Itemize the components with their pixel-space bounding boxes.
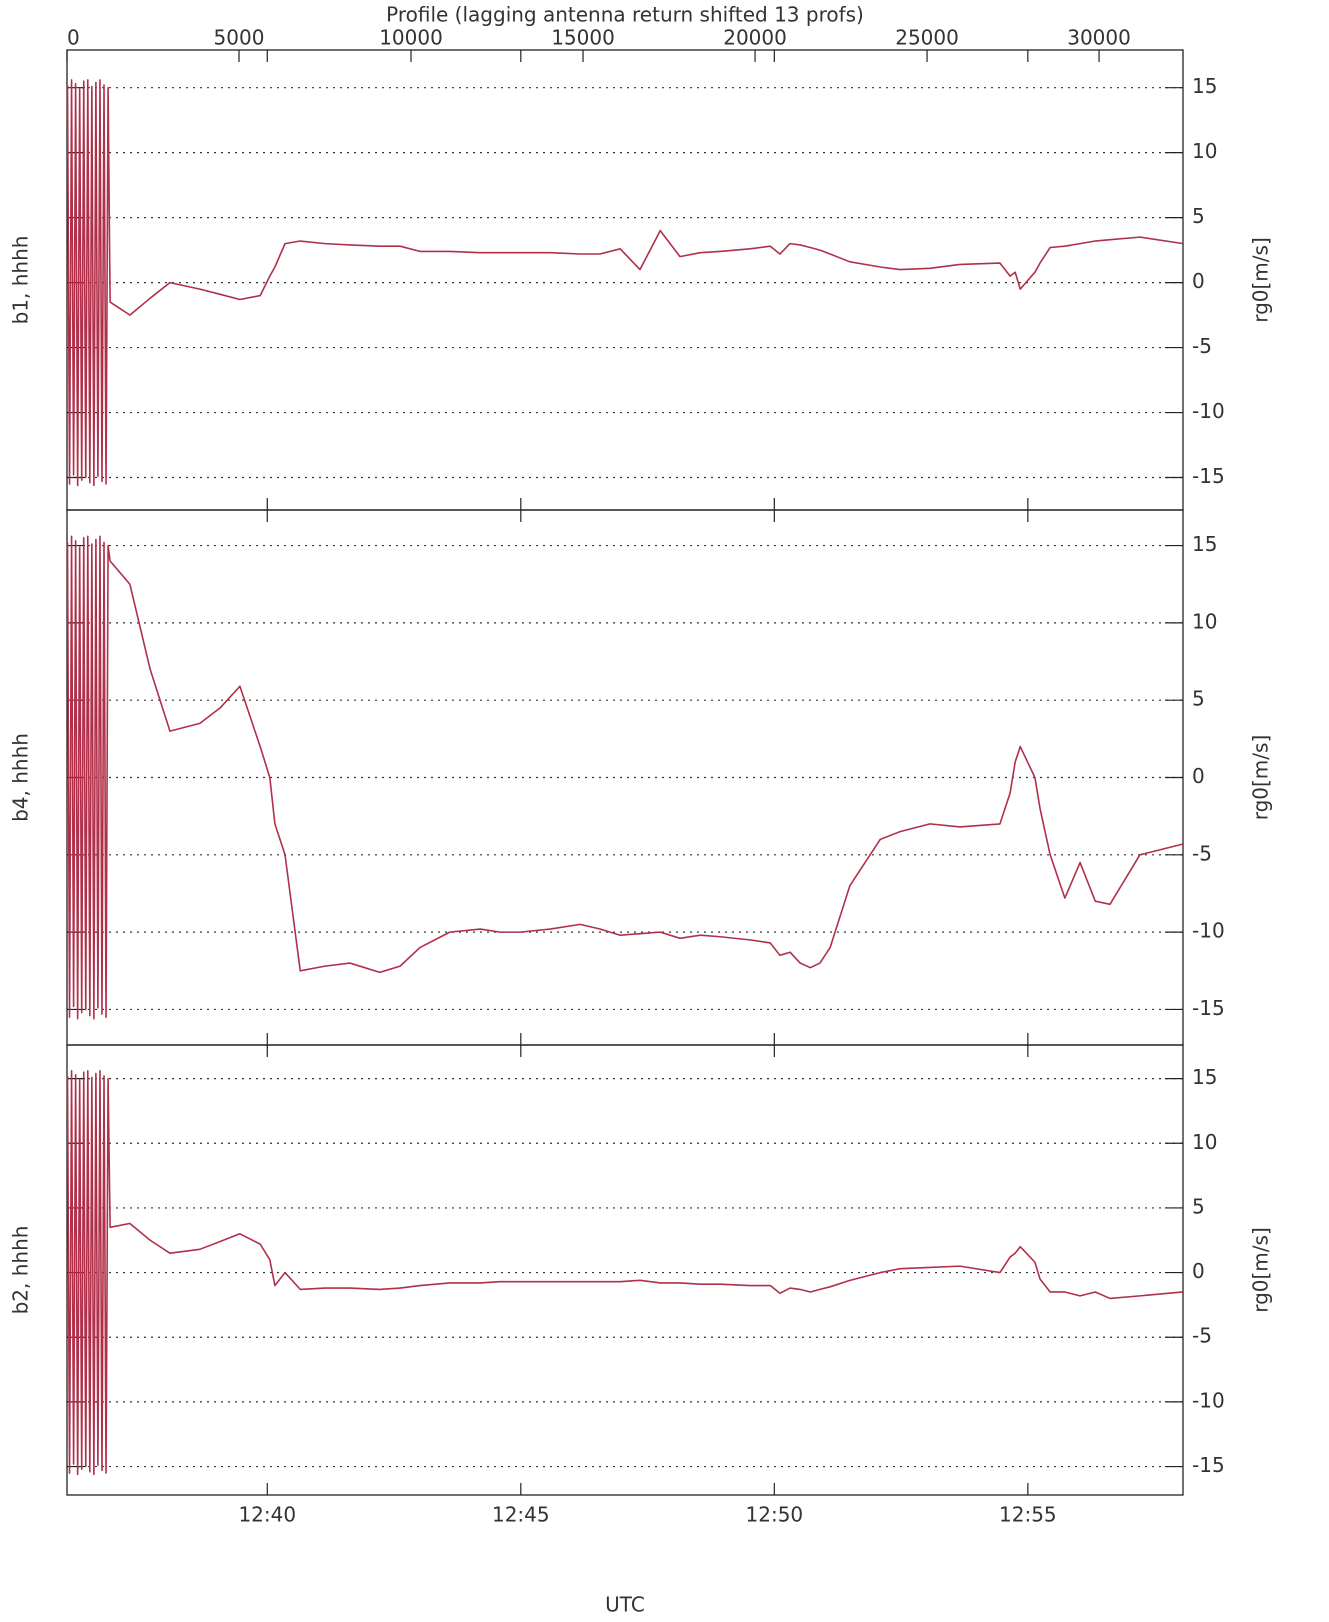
top-tick-label: 30000	[1067, 26, 1131, 50]
y-tick-label: -10	[1192, 399, 1225, 423]
top-tick-label: 25000	[895, 26, 959, 50]
value-axis-label: rg0[m/s]	[1249, 1227, 1273, 1313]
panel-frame	[66, 509, 1184, 1046]
y-tick-label: 10	[1192, 1130, 1217, 1154]
y-tick-label: 5	[1192, 1194, 1205, 1218]
top-tick-label: 5000	[214, 26, 265, 50]
y-tick-label: 0	[1192, 269, 1205, 293]
panel-label: b1, hhhh	[9, 236, 33, 325]
panel-label: b2, hhhh	[9, 1226, 33, 1315]
value-axis-label: rg0[m/s]	[1249, 735, 1273, 821]
top-axis-title: Profile (lagging antenna return shifted …	[386, 3, 864, 27]
y-tick-label: -5	[1192, 1324, 1212, 1348]
y-tick-label: -10	[1192, 1388, 1225, 1412]
data-line	[66, 535, 1184, 1020]
y-tick-label: -15	[1192, 1453, 1225, 1477]
data-line	[66, 1070, 1184, 1476]
bottom-axis-title: UTC	[605, 1593, 645, 1617]
x-tick-label: 12:45	[492, 1503, 550, 1527]
y-tick-label: 5	[1192, 687, 1205, 711]
top-tick-label: 10000	[379, 26, 443, 50]
y-tick-label: -5	[1192, 334, 1212, 358]
y-tick-label: 0	[1192, 1259, 1205, 1283]
y-tick-label: 10	[1192, 139, 1217, 163]
x-tick-label: 12:55	[999, 1503, 1057, 1527]
value-axis-label: rg0[m/s]	[1249, 237, 1273, 323]
y-tick-label: -15	[1192, 464, 1225, 488]
top-tick-label: 20000	[723, 26, 787, 50]
panel-label: b4, hhhh	[9, 733, 33, 822]
y-tick-label: -5	[1192, 841, 1212, 865]
y-tick-label: 5	[1192, 204, 1205, 228]
top-tick-label: 0	[67, 26, 80, 50]
y-tick-label: -10	[1192, 919, 1225, 943]
panel-frame	[66, 1044, 1184, 1496]
y-tick-label: 15	[1192, 532, 1217, 556]
y-tick-label: 0	[1192, 764, 1205, 788]
y-tick-label: 10	[1192, 609, 1217, 633]
y-tick-label: -15	[1192, 996, 1225, 1020]
y-tick-label: 15	[1192, 74, 1217, 98]
x-tick-label: 12:50	[746, 1503, 804, 1527]
panel-frame	[66, 49, 1184, 511]
x-tick-label: 12:40	[238, 1503, 296, 1527]
y-tick-label: 15	[1192, 1065, 1217, 1089]
data-line	[66, 79, 1184, 487]
top-tick-label: 15000	[551, 26, 615, 50]
